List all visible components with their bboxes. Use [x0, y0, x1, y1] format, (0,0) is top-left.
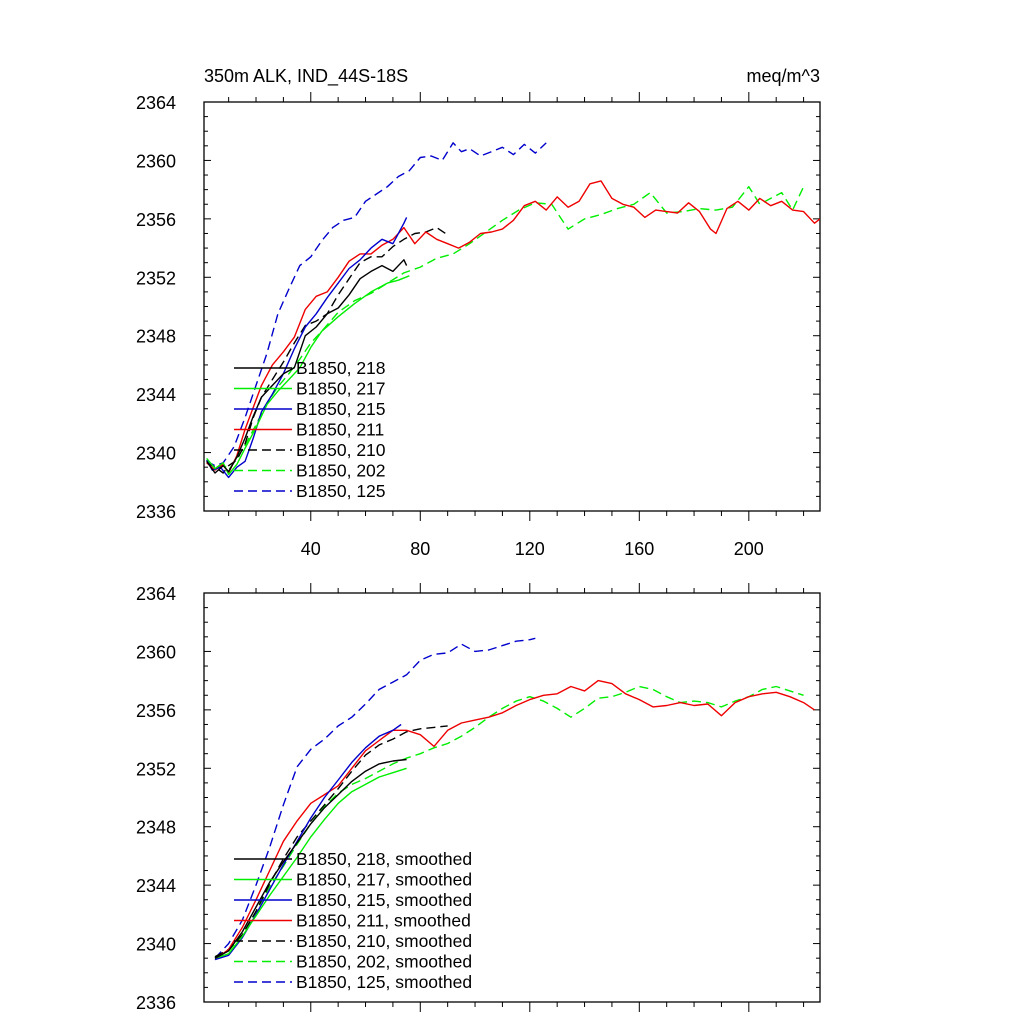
- series-line: [206, 142, 547, 467]
- y-tick-label: 2348: [136, 818, 176, 838]
- y-tick-label: 2340: [136, 444, 176, 464]
- y-tick-label: 2360: [136, 642, 176, 662]
- y-tick-label: 2352: [136, 759, 176, 779]
- bottom-panel: 2336 2340 2344 2348 2352 2356 2360 2364 B1850, 2…: [136, 583, 821, 1013]
- legend-label: B1850, 211, smoothed: [296, 911, 471, 931]
- legend-label: B1850, 210, smoothed: [296, 931, 472, 951]
- series-line: [214, 758, 407, 959]
- legend-label: B1850, 218, smoothed: [296, 849, 472, 869]
- figure-title-left: 350m ALK, IND_44S-18S: [204, 66, 408, 87]
- top-panel: 2336 2340 2344 2348 2352 2356 2360 2364 40 80 120 1…: [136, 92, 821, 559]
- y-tick-label: 2360: [136, 151, 176, 171]
- series-line: [206, 275, 410, 476]
- series-line: [206, 217, 408, 479]
- y-tick-label: 2348: [136, 327, 176, 347]
- x-tick-label: 200: [734, 539, 764, 559]
- legend-label: B1850, 125, smoothed: [296, 972, 472, 992]
- y-tick-label: 2336: [136, 993, 176, 1013]
- legend-label: B1850, 215, smoothed: [296, 890, 472, 910]
- x-tick-label: 40: [301, 539, 321, 559]
- x-tick-label: 160: [624, 539, 654, 559]
- legend-label: B1850, 217: [296, 379, 386, 399]
- legend-label: B1850, 210: [296, 440, 386, 460]
- legend-label: B1850, 125: [296, 481, 386, 501]
- y-tick-label: 2344: [136, 385, 176, 405]
- y-tick-label: 2356: [136, 701, 176, 721]
- y-tick-label: 2340: [136, 935, 176, 955]
- x-tick-label: 80: [410, 539, 430, 559]
- legend-label: B1850, 218: [296, 358, 386, 378]
- y-tick-label: 2364: [136, 93, 176, 113]
- y-tick-label: 2344: [136, 876, 176, 896]
- series-group: [206, 142, 820, 479]
- series-line: [206, 180, 820, 474]
- legend-label: B1850, 202: [296, 461, 386, 481]
- y-tick-label: 2356: [136, 210, 176, 230]
- series-line: [206, 185, 805, 471]
- legend-label: B1850, 211: [296, 420, 384, 440]
- x-tick-label: 120: [515, 539, 545, 559]
- series-line: [206, 226, 449, 474]
- y-tick-label: 2364: [136, 584, 176, 604]
- legend-label: B1850, 217, smoothed: [296, 870, 472, 890]
- y-tick-label: 2352: [136, 268, 176, 288]
- y-tick-label: 2336: [136, 502, 176, 522]
- legend-label: B1850, 202, smoothed: [296, 952, 472, 972]
- legend-label: B1850, 215: [296, 399, 386, 419]
- series-line: [214, 725, 448, 958]
- series-group: [214, 637, 815, 961]
- series-line: [214, 679, 815, 961]
- series-line: [214, 767, 407, 959]
- series-line: [206, 259, 408, 474]
- figure-title-right: meq/m^3: [747, 66, 820, 86]
- series-line: [214, 637, 536, 959]
